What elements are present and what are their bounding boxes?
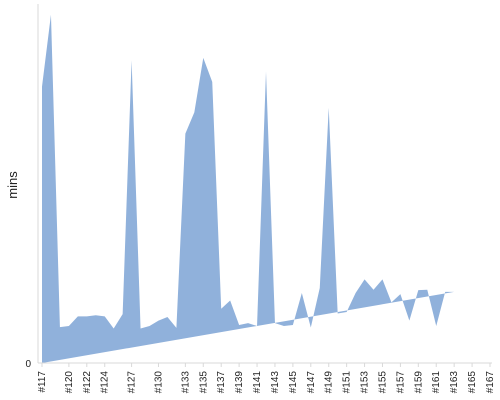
y-tick-label-0: 0: [25, 359, 31, 370]
x-tick-label-19: #159: [413, 371, 424, 394]
x-ticks: #117 #120 #122 #124 #127 #130 #133 #135 #137 #139…: [37, 363, 496, 393]
x-tick-label-10: #141: [252, 371, 263, 394]
x-tick-label-0: #117: [37, 371, 48, 393]
x-tick-label-14: #149: [324, 371, 335, 394]
x-tick-label-4: #127: [127, 371, 138, 394]
x-tick-label-22: #165: [467, 371, 478, 394]
x-tick-label-13: #147: [306, 371, 317, 394]
x-tick-label-12: #145: [288, 371, 299, 394]
x-tick-label-7: #135: [198, 371, 209, 394]
x-tick-label-15: #151: [342, 371, 353, 394]
x-tick-label-18: #157: [395, 371, 406, 394]
area-layer: [42, 14, 455, 364]
x-tick-label-6: #133: [180, 371, 191, 394]
y-axis-title: mins: [5, 171, 20, 199]
x-tick-label-8: #137: [216, 371, 227, 394]
x-tick-label-2: #122: [82, 371, 93, 394]
x-tick-label-11: #143: [270, 371, 281, 394]
x-tick-label-20: #161: [431, 371, 442, 394]
area-series: [42, 14, 455, 364]
x-tick-label-1: #120: [64, 371, 75, 394]
x-tick-label-21: #163: [449, 371, 460, 394]
y-ticks: 0: [25, 359, 31, 370]
x-tick-label-5: #130: [153, 371, 164, 394]
x-tick-label-17: #155: [377, 371, 388, 394]
x-tick-label-3: #124: [100, 371, 111, 394]
x-tick-label-9: #139: [234, 371, 245, 394]
x-tick-label-16: #153: [360, 371, 371, 394]
x-tick-label-23: #167: [485, 371, 496, 394]
